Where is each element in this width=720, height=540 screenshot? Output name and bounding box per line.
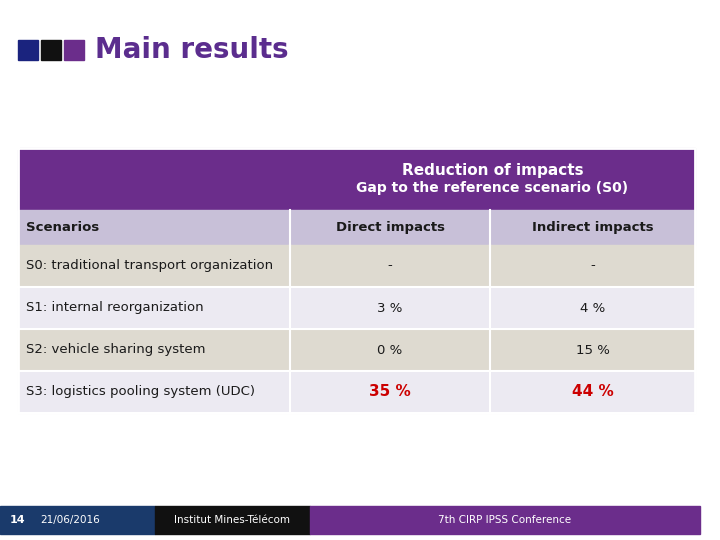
- Text: -: -: [590, 260, 595, 273]
- Text: Institut Mines-Télécom: Institut Mines-Télécom: [174, 515, 290, 525]
- Bar: [18, 371, 290, 413]
- Bar: [490, 371, 695, 413]
- Bar: [490, 329, 695, 371]
- Text: S1: internal reorganization: S1: internal reorganization: [26, 301, 204, 314]
- Bar: [0, 506, 155, 534]
- Text: 35 %: 35 %: [369, 384, 411, 400]
- Bar: [18, 148, 695, 210]
- Bar: [18, 40, 38, 60]
- Text: Reduction of impacts: Reduction of impacts: [402, 164, 583, 179]
- Bar: [41, 40, 61, 60]
- Text: -: -: [387, 260, 392, 273]
- Text: 21/06/2016: 21/06/2016: [40, 515, 100, 525]
- Bar: [290, 371, 490, 413]
- Bar: [18, 245, 290, 287]
- Bar: [290, 287, 490, 329]
- Text: 15 %: 15 %: [575, 343, 609, 356]
- Bar: [310, 506, 700, 534]
- Text: 4 %: 4 %: [580, 301, 605, 314]
- Bar: [18, 329, 290, 371]
- Text: 44 %: 44 %: [572, 384, 613, 400]
- Text: 0 %: 0 %: [377, 343, 402, 356]
- Text: S3: logistics pooling system (UDC): S3: logistics pooling system (UDC): [26, 386, 255, 399]
- Text: Indirect impacts: Indirect impacts: [531, 221, 653, 234]
- Bar: [290, 245, 490, 287]
- Text: 7th CIRP IPSS Conference: 7th CIRP IPSS Conference: [438, 515, 572, 525]
- Text: Scenarios: Scenarios: [26, 221, 99, 234]
- Text: S2: vehicle sharing system: S2: vehicle sharing system: [26, 343, 205, 356]
- Text: 14: 14: [10, 515, 26, 525]
- Bar: [490, 245, 695, 287]
- Text: S0: traditional transport organization: S0: traditional transport organization: [26, 260, 273, 273]
- Text: Main results: Main results: [95, 36, 289, 64]
- Bar: [155, 506, 310, 534]
- Bar: [490, 287, 695, 329]
- Bar: [64, 40, 84, 60]
- Bar: [18, 210, 695, 245]
- Text: Gap to the reference scenario (S0): Gap to the reference scenario (S0): [356, 181, 629, 195]
- Text: Direct impacts: Direct impacts: [336, 221, 444, 234]
- Bar: [290, 329, 490, 371]
- Bar: [18, 287, 290, 329]
- Text: 3 %: 3 %: [377, 301, 402, 314]
